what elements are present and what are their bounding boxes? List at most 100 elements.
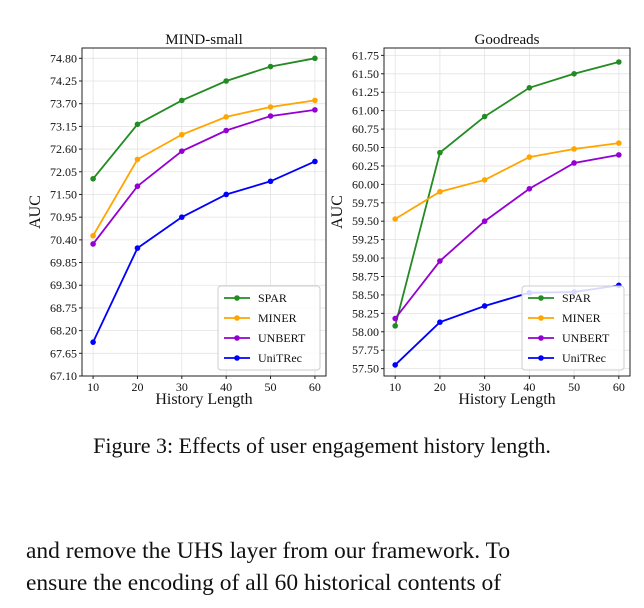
data-point-miner bbox=[312, 97, 318, 104]
data-point-unbert bbox=[312, 107, 318, 113]
data-point-unbert bbox=[526, 185, 533, 192]
data-point-spar bbox=[571, 70, 577, 77]
y-tick-label: 59.25 bbox=[352, 233, 379, 247]
legend-box bbox=[217, 285, 321, 371]
y-tick-label: 67.10 bbox=[50, 369, 77, 383]
chart-title: Goodreads bbox=[475, 32, 540, 48]
data-point-unbert bbox=[134, 183, 141, 190]
data-point-spar bbox=[267, 63, 274, 70]
x-tick-label: 40 bbox=[220, 380, 232, 394]
y-tick-label: 68.20 bbox=[50, 324, 77, 338]
y-tick-label: 59.75 bbox=[352, 196, 379, 210]
y-tick-label: 61.75 bbox=[352, 48, 379, 62]
y-tick-label: 74.80 bbox=[50, 51, 77, 65]
x-tick-label: 60 bbox=[309, 380, 321, 394]
data-point-unbert bbox=[392, 315, 398, 322]
y-tick-label: 68.75 bbox=[50, 301, 77, 315]
data-point-unitrec bbox=[267, 178, 274, 185]
legend-marker-spar bbox=[538, 295, 544, 301]
data-point-miner bbox=[90, 232, 96, 239]
figure-3: 67.10 67.65 68.20 68.75 69.30 69.85 70.40 70.95… bbox=[27, 32, 631, 408]
chart-1: 67.10 67.65 68.20 68.75 69.30 69.85 70.40 70.95… bbox=[27, 32, 327, 408]
data-point-spar bbox=[223, 78, 229, 84]
y-tick-label: 61.25 bbox=[352, 85, 379, 99]
data-point-unitrec bbox=[179, 214, 185, 220]
data-point-unitrec bbox=[223, 191, 229, 198]
y-tick-label: 73.15 bbox=[50, 119, 77, 133]
data-point-unitrec bbox=[312, 158, 318, 165]
y-axis-label: AUC bbox=[329, 195, 346, 229]
data-point-unitrec bbox=[481, 303, 488, 309]
y-tick-label: 74.25 bbox=[50, 74, 77, 88]
data-point-miner bbox=[134, 156, 141, 163]
chart-title: MIND-small bbox=[165, 32, 243, 48]
body-text-line-1: and remove the UHS layer from our framew… bbox=[26, 538, 511, 564]
y-tick-label: 67.65 bbox=[50, 346, 77, 360]
data-point-unbert bbox=[437, 258, 443, 264]
y-tick-label: 57.75 bbox=[352, 343, 379, 357]
data-point-spar bbox=[134, 121, 141, 128]
data-point-unbert bbox=[223, 127, 229, 134]
x-tick-label: 50 bbox=[265, 380, 277, 394]
data-point-unbert bbox=[179, 148, 185, 154]
x-axis-label: History Length bbox=[155, 391, 252, 408]
x-tick-label: 20 bbox=[434, 380, 446, 394]
y-axis-label: AUC bbox=[27, 195, 44, 229]
y-tick-label: 60.25 bbox=[352, 159, 379, 173]
legend-marker-unitrec bbox=[234, 355, 240, 361]
data-point-unitrec bbox=[134, 245, 141, 251]
legend-marker-unitrec bbox=[538, 355, 544, 361]
data-point-miner bbox=[616, 140, 622, 146]
legend-label-miner: MINER bbox=[258, 311, 297, 325]
legend-label-miner: MINER bbox=[562, 311, 601, 325]
y-tick-label: 58.00 bbox=[352, 325, 379, 339]
data-point-unbert bbox=[90, 241, 96, 247]
data-point-unitrec bbox=[90, 339, 96, 345]
y-tick-label: 69.30 bbox=[50, 278, 77, 292]
series-line-spar bbox=[92, 57, 316, 180]
y-tick-label: 60.00 bbox=[352, 177, 379, 191]
x-tick-label: 20 bbox=[131, 380, 143, 394]
data-point-miner bbox=[481, 177, 488, 183]
y-tick-label: 73.70 bbox=[50, 97, 77, 111]
x-tick-label: 50 bbox=[568, 380, 580, 394]
legend-label-unbert: UNBERT bbox=[258, 331, 306, 345]
data-point-miner bbox=[223, 114, 229, 120]
legend-box bbox=[521, 285, 625, 371]
legend-marker-miner bbox=[234, 315, 240, 321]
figure-caption: Figure 3: Effects of user engagement his… bbox=[93, 433, 551, 458]
x-tick-label: 10 bbox=[87, 380, 99, 394]
y-tick-label: 60.50 bbox=[352, 141, 379, 155]
data-point-spar bbox=[312, 55, 318, 62]
data-point-spar bbox=[437, 149, 443, 156]
y-tick-label: 69.85 bbox=[50, 256, 77, 270]
legend: SPAR MINER UNBERT UniTRec bbox=[217, 285, 321, 371]
series-line-unitrec bbox=[92, 160, 316, 343]
series-line-spar bbox=[394, 61, 620, 327]
data-point-miner bbox=[437, 188, 443, 195]
y-tick-label: 72.05 bbox=[50, 165, 77, 179]
plot-frame bbox=[81, 47, 327, 377]
legend-marker-spar bbox=[234, 295, 240, 301]
y-tick-label: 61.50 bbox=[352, 67, 379, 81]
series-line-unbert bbox=[394, 153, 619, 320]
data-point-miner bbox=[179, 131, 185, 138]
series-line-miner bbox=[394, 142, 619, 220]
series-line-miner bbox=[92, 99, 316, 237]
y-tick-label: 57.50 bbox=[352, 362, 379, 376]
data-point-spar bbox=[526, 85, 533, 91]
data-point-unitrec bbox=[437, 319, 443, 325]
y-tick-label: 72.60 bbox=[50, 142, 77, 156]
series-line-unbert bbox=[92, 108, 316, 245]
data-point-unbert bbox=[267, 113, 274, 119]
y-tick-label: 70.95 bbox=[50, 210, 77, 224]
data-point-spar bbox=[616, 59, 622, 65]
data-point-spar bbox=[179, 97, 185, 104]
legend-marker-unbert bbox=[234, 335, 240, 341]
legend-label-unitrec: UniTRec bbox=[562, 351, 606, 365]
x-tick-label: 30 bbox=[479, 380, 491, 394]
body-text-line-2: ensure the encoding of all 60 historical… bbox=[26, 570, 502, 596]
y-tick-label: 70.40 bbox=[50, 233, 77, 247]
legend-label-spar: SPAR bbox=[562, 291, 591, 305]
x-axis-label: History Length bbox=[458, 391, 555, 408]
